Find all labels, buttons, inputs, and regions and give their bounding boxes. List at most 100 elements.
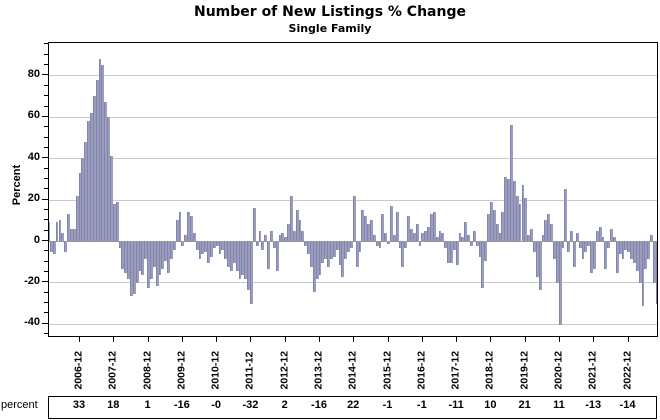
bar bbox=[427, 226, 431, 241]
y-tick-label: 80 bbox=[27, 67, 40, 80]
bar bbox=[155, 242, 159, 286]
x-major-tick bbox=[421, 336, 423, 342]
y-minor-tick bbox=[44, 84, 48, 86]
bar bbox=[281, 232, 285, 241]
bar bbox=[124, 242, 128, 273]
bar bbox=[221, 242, 225, 251]
bar bbox=[358, 242, 362, 253]
annual-table-box bbox=[48, 396, 657, 419]
bar bbox=[301, 230, 305, 241]
y-major-tick bbox=[42, 240, 48, 241]
gridline bbox=[49, 75, 657, 77]
bar bbox=[181, 242, 185, 247]
bar bbox=[484, 242, 488, 261]
annual-table-value: 1 bbox=[144, 399, 151, 411]
bar bbox=[404, 242, 408, 249]
y-tick-label: 60 bbox=[27, 109, 40, 122]
bar bbox=[412, 232, 416, 241]
bar bbox=[264, 234, 268, 241]
bar bbox=[418, 242, 422, 247]
bar bbox=[584, 242, 588, 253]
bar bbox=[58, 220, 62, 241]
bar bbox=[149, 242, 153, 280]
bar bbox=[89, 112, 93, 241]
y-minor-tick bbox=[44, 312, 48, 314]
bar bbox=[581, 242, 585, 259]
x-major-tick bbox=[79, 336, 80, 342]
y-minor-tick bbox=[44, 126, 48, 128]
bar bbox=[452, 242, 456, 251]
bar bbox=[564, 189, 568, 241]
y-minor-tick bbox=[44, 260, 48, 262]
bar bbox=[327, 242, 330, 267]
bar bbox=[295, 209, 299, 241]
bar bbox=[189, 216, 193, 241]
bar bbox=[650, 234, 653, 241]
bar bbox=[361, 209, 365, 241]
bar bbox=[430, 214, 433, 241]
bar bbox=[470, 242, 473, 247]
bar bbox=[292, 230, 296, 241]
y-tick-label: 40 bbox=[27, 150, 40, 163]
y-minor-tick bbox=[44, 291, 48, 293]
bar bbox=[169, 242, 173, 259]
annual-table-value: -1 bbox=[382, 399, 393, 411]
bar bbox=[227, 242, 230, 267]
gridline bbox=[49, 116, 657, 118]
bar bbox=[272, 242, 276, 249]
bar bbox=[138, 242, 142, 271]
bar bbox=[247, 242, 250, 290]
bar bbox=[49, 222, 50, 241]
bar bbox=[472, 230, 476, 241]
y-minor-tick bbox=[44, 43, 48, 45]
bar bbox=[235, 242, 239, 271]
bar bbox=[498, 232, 502, 241]
x-major-tick bbox=[490, 336, 492, 342]
y-minor-tick bbox=[44, 95, 48, 97]
bar bbox=[475, 242, 479, 247]
y-major-tick bbox=[42, 322, 48, 324]
bar bbox=[310, 242, 313, 267]
x-major-tick bbox=[456, 336, 458, 342]
bar bbox=[618, 242, 622, 255]
bar bbox=[552, 242, 556, 259]
bar bbox=[458, 232, 462, 241]
x-tick-label: 2019-12 bbox=[518, 350, 531, 390]
annual-table-value: -14 bbox=[619, 399, 636, 411]
bar bbox=[198, 242, 202, 259]
bar bbox=[141, 242, 145, 276]
annual-table-value: -0 bbox=[211, 399, 221, 411]
bar bbox=[249, 242, 253, 305]
bar bbox=[201, 242, 205, 255]
bar bbox=[432, 212, 436, 241]
bar bbox=[444, 242, 448, 249]
bar bbox=[252, 207, 256, 241]
bar bbox=[364, 216, 368, 241]
bar bbox=[144, 242, 148, 259]
bar bbox=[535, 242, 539, 278]
bar bbox=[567, 242, 571, 253]
bar bbox=[267, 242, 270, 269]
annual-table-value: 18 bbox=[107, 399, 120, 411]
bar bbox=[407, 216, 411, 241]
y-axis-label: Percent bbox=[11, 164, 23, 206]
bar bbox=[478, 242, 482, 257]
bar bbox=[324, 242, 328, 259]
bar bbox=[278, 234, 282, 241]
y-major-tick bbox=[42, 74, 48, 76]
bar bbox=[104, 102, 108, 241]
bar bbox=[527, 234, 531, 241]
bar bbox=[61, 232, 65, 241]
y-minor-tick bbox=[44, 53, 48, 55]
bar bbox=[332, 242, 336, 257]
bar bbox=[152, 242, 156, 267]
bar bbox=[550, 224, 553, 241]
x-tick-label: 2017-12 bbox=[449, 350, 462, 390]
bar bbox=[335, 242, 339, 251]
bar bbox=[318, 242, 322, 276]
y-minor-tick bbox=[44, 64, 48, 66]
bar bbox=[370, 220, 373, 241]
bar bbox=[455, 242, 459, 265]
y-minor-tick bbox=[44, 188, 48, 190]
plot-area bbox=[48, 42, 658, 337]
